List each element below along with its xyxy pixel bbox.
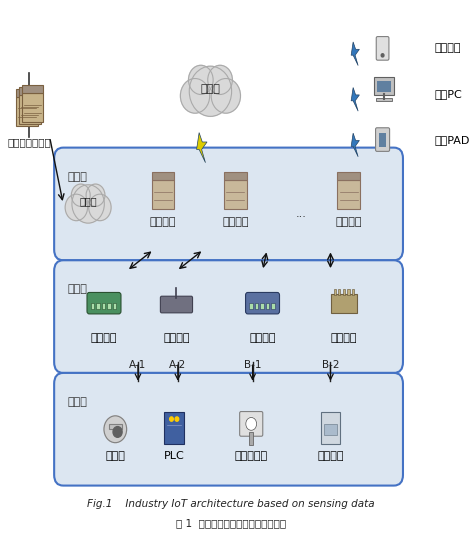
- Bar: [113, 302, 116, 309]
- Bar: [248, 302, 252, 309]
- FancyBboxPatch shape: [19, 87, 40, 95]
- FancyBboxPatch shape: [21, 93, 43, 122]
- Text: 电表传感器: 电表传感器: [234, 451, 267, 461]
- Text: 大数据分析平台: 大数据分析平台: [7, 137, 51, 147]
- Bar: [107, 302, 110, 309]
- Text: 用户手机: 用户手机: [434, 43, 460, 53]
- Text: 智能电表: 智能电表: [317, 451, 343, 461]
- FancyBboxPatch shape: [320, 412, 340, 444]
- FancyBboxPatch shape: [54, 260, 402, 373]
- FancyBboxPatch shape: [337, 172, 359, 180]
- FancyBboxPatch shape: [239, 411, 262, 436]
- Text: 私有云: 私有云: [79, 196, 97, 207]
- Bar: [96, 302, 99, 309]
- Circle shape: [180, 79, 209, 113]
- Text: A-2: A-2: [169, 360, 186, 370]
- Circle shape: [169, 417, 173, 421]
- Circle shape: [104, 416, 126, 443]
- Circle shape: [245, 417, 256, 430]
- Text: 应用层: 应用层: [68, 172, 88, 182]
- FancyBboxPatch shape: [375, 128, 389, 151]
- Bar: [90, 302, 94, 309]
- FancyBboxPatch shape: [54, 147, 402, 260]
- Text: 摄像头: 摄像头: [105, 451, 125, 461]
- Text: 感知层: 感知层: [68, 397, 88, 407]
- Bar: [260, 302, 263, 309]
- Bar: [265, 302, 269, 309]
- Circle shape: [175, 417, 178, 421]
- Circle shape: [89, 194, 111, 221]
- Bar: [271, 302, 275, 309]
- FancyBboxPatch shape: [69, 204, 107, 218]
- Text: 远程医疗: 远程医疗: [222, 217, 248, 227]
- Polygon shape: [350, 42, 358, 66]
- FancyBboxPatch shape: [373, 77, 393, 95]
- Bar: [351, 289, 353, 295]
- Text: 设备管理: 设备管理: [163, 333, 189, 343]
- FancyBboxPatch shape: [248, 432, 253, 446]
- Text: B-2: B-2: [321, 360, 338, 370]
- FancyBboxPatch shape: [331, 294, 356, 313]
- Polygon shape: [196, 133, 207, 163]
- FancyBboxPatch shape: [378, 133, 386, 146]
- Circle shape: [86, 184, 105, 207]
- Bar: [254, 302, 258, 309]
- Text: 计费统计: 计费统计: [330, 333, 357, 343]
- Circle shape: [65, 194, 88, 221]
- Polygon shape: [350, 133, 358, 157]
- Circle shape: [72, 185, 104, 223]
- Circle shape: [380, 54, 383, 57]
- Circle shape: [188, 65, 213, 94]
- FancyBboxPatch shape: [375, 98, 391, 101]
- Circle shape: [113, 427, 122, 437]
- Text: 设备运维: 设备运维: [249, 333, 275, 343]
- FancyBboxPatch shape: [151, 180, 174, 209]
- FancyBboxPatch shape: [376, 36, 388, 60]
- FancyBboxPatch shape: [185, 91, 235, 109]
- Bar: [333, 289, 335, 295]
- FancyBboxPatch shape: [377, 81, 390, 92]
- Text: 中间层: 中间层: [68, 285, 88, 294]
- FancyBboxPatch shape: [54, 373, 402, 486]
- FancyBboxPatch shape: [224, 180, 246, 209]
- FancyBboxPatch shape: [19, 95, 40, 124]
- FancyBboxPatch shape: [151, 172, 174, 180]
- Text: 图 1  基于感知数据的工业物联网架构: 图 1 基于感知数据的工业物联网架构: [175, 518, 285, 528]
- FancyBboxPatch shape: [21, 86, 43, 93]
- Text: A-1: A-1: [129, 360, 146, 370]
- Polygon shape: [350, 88, 358, 111]
- Bar: [337, 289, 340, 295]
- FancyBboxPatch shape: [224, 172, 246, 180]
- Circle shape: [208, 65, 232, 94]
- Text: Fig.1    Industry IoT architecture based on sensing data: Fig.1 Industry IoT architecture based on…: [87, 499, 374, 509]
- Text: PLC: PLC: [163, 451, 184, 461]
- FancyBboxPatch shape: [245, 293, 279, 314]
- Bar: [101, 302, 105, 309]
- Text: ···: ···: [295, 212, 306, 222]
- Text: 公有云: 公有云: [200, 83, 220, 94]
- FancyBboxPatch shape: [160, 296, 192, 313]
- FancyBboxPatch shape: [16, 89, 38, 96]
- Text: 数据融合: 数据融合: [90, 333, 117, 343]
- FancyBboxPatch shape: [16, 96, 38, 126]
- Bar: [342, 289, 344, 295]
- Text: 智能电网: 智能电网: [335, 217, 361, 227]
- Circle shape: [71, 184, 90, 207]
- Text: 智能家居: 智能家居: [149, 217, 176, 227]
- FancyBboxPatch shape: [164, 412, 184, 444]
- FancyBboxPatch shape: [108, 424, 122, 429]
- Text: 用户PAD: 用户PAD: [434, 134, 469, 145]
- Text: B-1: B-1: [243, 360, 261, 370]
- FancyBboxPatch shape: [324, 424, 336, 435]
- Text: 用户PC: 用户PC: [434, 89, 461, 99]
- FancyBboxPatch shape: [337, 180, 359, 209]
- Circle shape: [211, 79, 240, 113]
- Bar: [347, 289, 349, 295]
- Circle shape: [189, 66, 231, 117]
- FancyBboxPatch shape: [87, 293, 121, 314]
